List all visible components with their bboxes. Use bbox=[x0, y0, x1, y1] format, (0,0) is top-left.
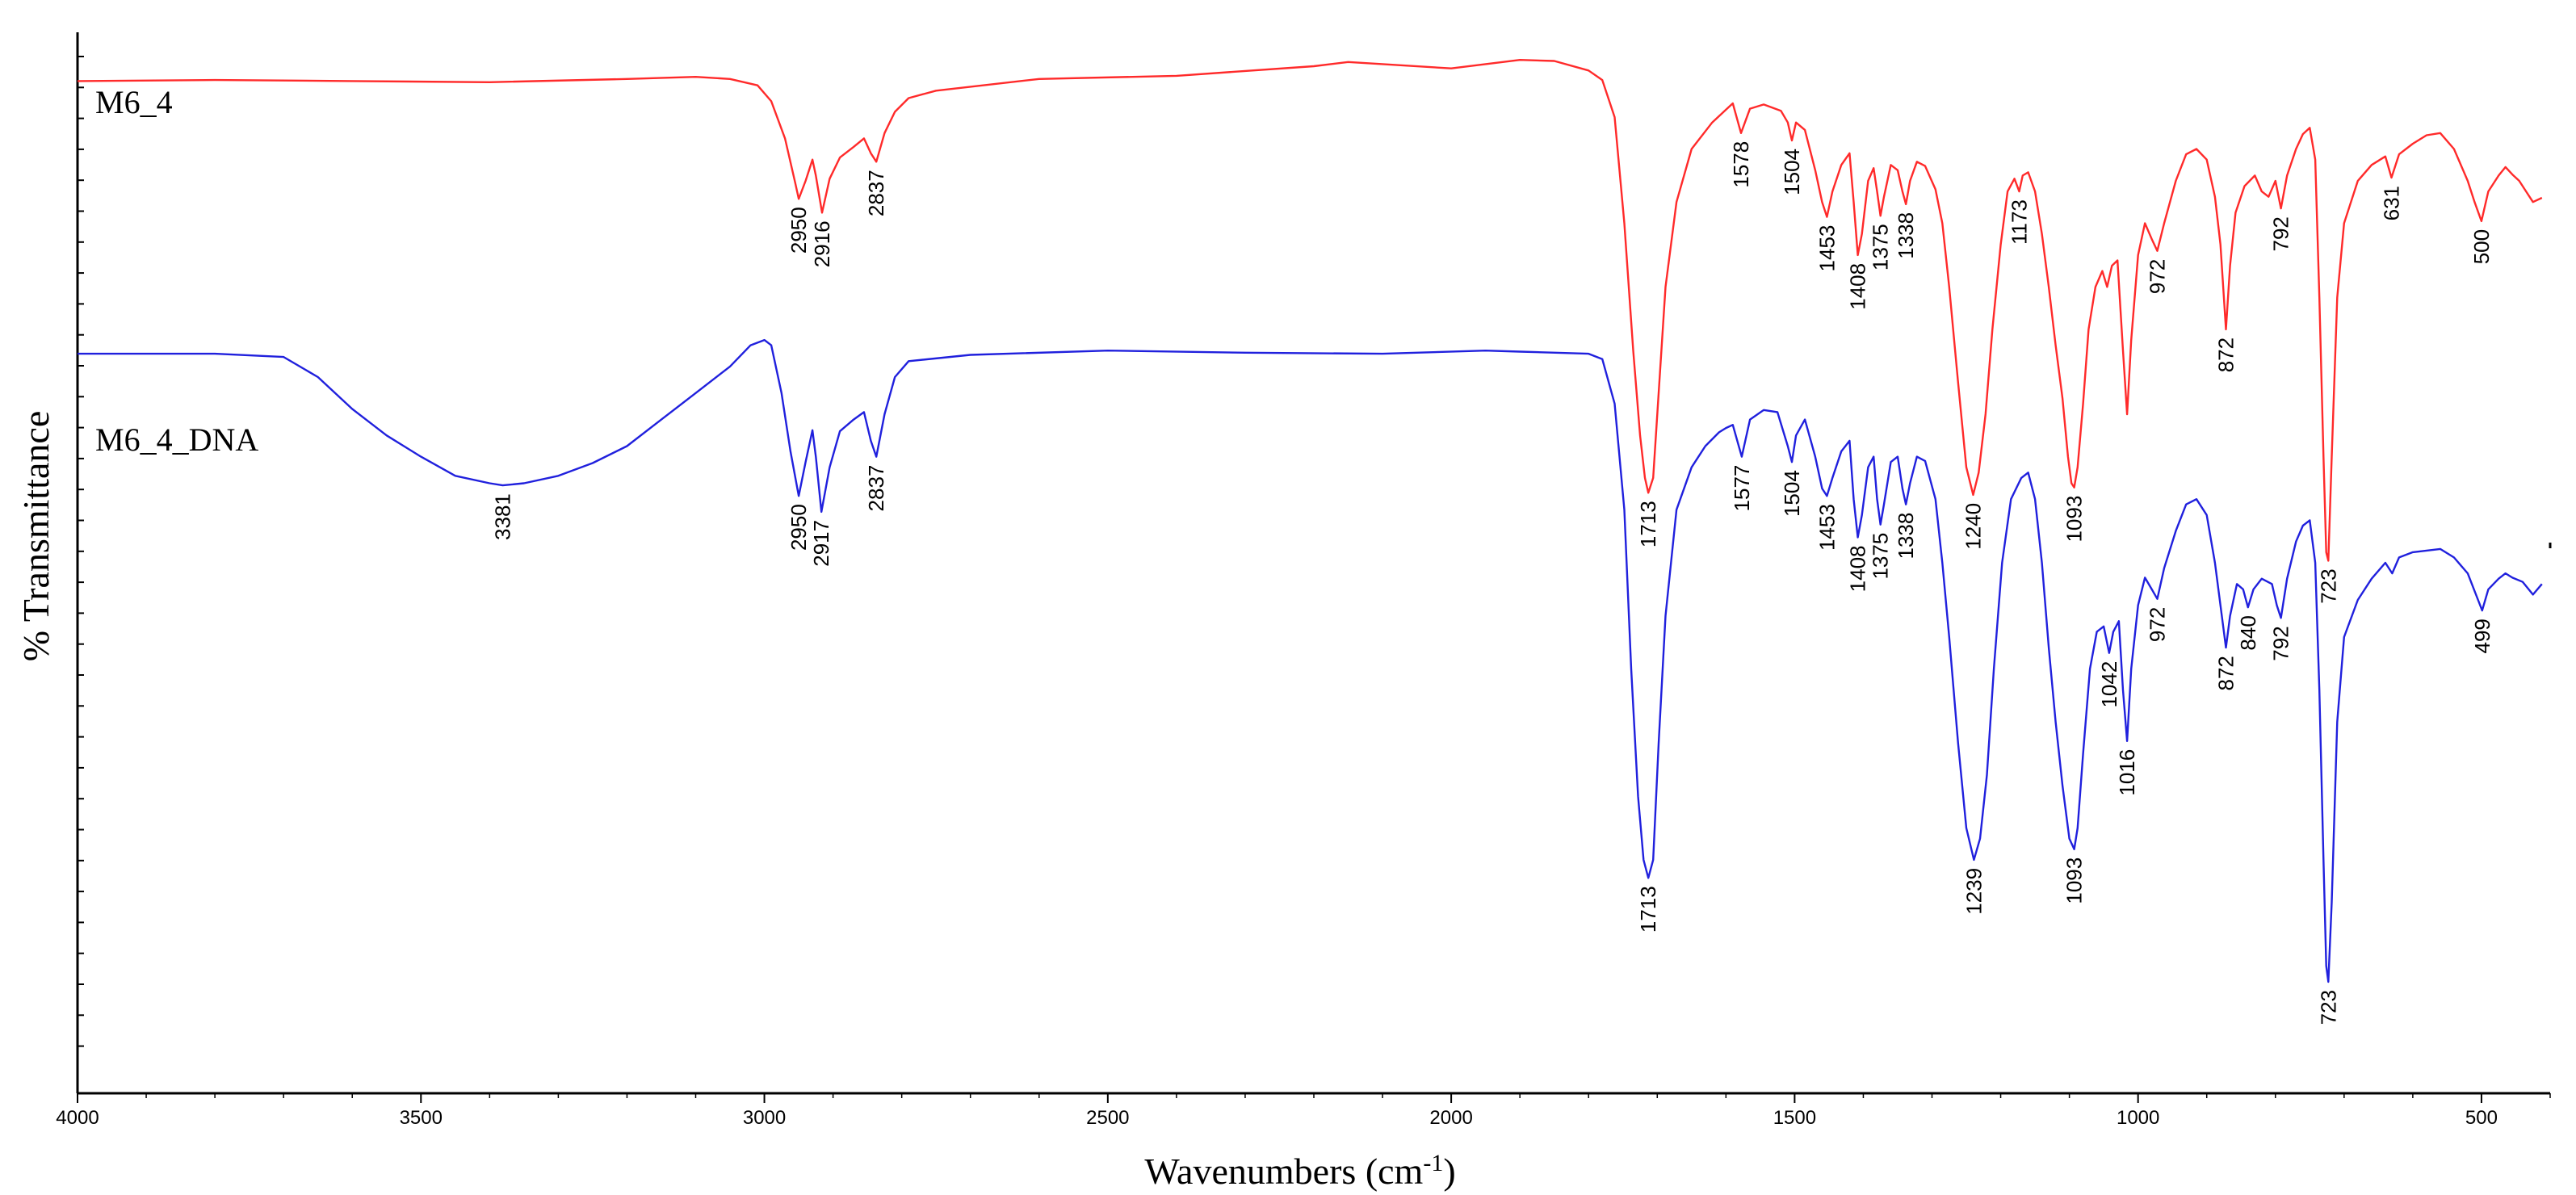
peak-label: 1713 bbox=[1636, 886, 1660, 933]
peak-label: 2837 bbox=[864, 170, 888, 216]
peak-label: 1375 bbox=[1869, 224, 1893, 270]
peak-label: 1453 bbox=[1815, 504, 1839, 551]
series-line-m6-4 bbox=[77, 59, 2543, 562]
x-tick-label: 2000 bbox=[1429, 1107, 1472, 1129]
series-lines bbox=[77, 59, 2543, 983]
peak-label: 1338 bbox=[1894, 212, 1918, 259]
peak-label: 1042 bbox=[2097, 661, 2121, 708]
peak-label: 1093 bbox=[2062, 496, 2087, 543]
peak-label: 2950 bbox=[787, 504, 811, 551]
x-axis-title-main: Wavenumbers (cm bbox=[1144, 1151, 1423, 1192]
peak-label: 2916 bbox=[810, 220, 834, 267]
x-tick-label: 1000 bbox=[2117, 1107, 2159, 1129]
peak-label: 631 bbox=[2380, 186, 2404, 220]
peak-label: 972 bbox=[2146, 259, 2170, 294]
peak-label: 1173 bbox=[2008, 199, 2032, 245]
peak-label: 2950 bbox=[787, 207, 811, 254]
x-tick-label: 4000 bbox=[56, 1107, 99, 1129]
x-axis-title-close: ) bbox=[1443, 1151, 1455, 1192]
peak-label: 1338 bbox=[1894, 513, 1918, 560]
peak-label: 1713 bbox=[1636, 501, 1660, 547]
peak-label: 3381 bbox=[491, 493, 515, 540]
x-tick-label: 500 bbox=[2465, 1107, 2498, 1129]
peak-label: 500 bbox=[2469, 229, 2494, 264]
peak-label: 872 bbox=[2214, 338, 2238, 372]
x-axis-ticks: 4000 3500 3000 2500 2000 1500 1000 500 bbox=[56, 1093, 2551, 1129]
peak-label: 723 bbox=[2316, 568, 2340, 603]
peak-label: 1093 bbox=[2062, 857, 2087, 904]
peak-label: 723 bbox=[2316, 990, 2340, 1025]
peak-label: 1453 bbox=[1815, 225, 1839, 272]
peak-label: 792 bbox=[2269, 626, 2293, 660]
peak-label: 1504 bbox=[1780, 149, 1804, 195]
peak-label: 1578 bbox=[1729, 141, 1753, 188]
x-tick-label: 3500 bbox=[400, 1107, 443, 1129]
peak-label: 1408 bbox=[1846, 263, 1870, 310]
peak-label: 1240 bbox=[1961, 503, 1986, 550]
x-tick-label: 1500 bbox=[1773, 1107, 1816, 1129]
peak-label: 1375 bbox=[1869, 533, 1893, 580]
series-line-m6-4-dna bbox=[78, 338, 2543, 983]
y-minor-ticks bbox=[78, 56, 84, 1047]
x-tick-label: 3000 bbox=[743, 1107, 786, 1129]
series-label-m6-4-dna: M6_4_DNA bbox=[95, 421, 258, 458]
peak-label: 1239 bbox=[1961, 868, 1986, 915]
x-axis-title: Wavenumbers (cm-1) bbox=[1144, 1150, 1455, 1192]
peak-label: 840 bbox=[2236, 615, 2260, 650]
peak-label: 872 bbox=[2214, 656, 2238, 690]
peak-label: 2917 bbox=[809, 520, 833, 567]
peak-label: 499 bbox=[2470, 618, 2494, 653]
peak-label: 1408 bbox=[1846, 546, 1870, 593]
series-label-m6-4: M6_4 bbox=[95, 84, 173, 120]
peak-label: 1016 bbox=[2115, 749, 2139, 796]
peak-label: 1504 bbox=[1780, 470, 1804, 517]
x-axis-title-sup: -1 bbox=[1423, 1150, 1443, 1176]
peak-label: 972 bbox=[2146, 607, 2170, 642]
peak-label: 792 bbox=[2269, 216, 2293, 251]
y-axis-title: % Transmittance bbox=[15, 411, 57, 661]
peak-label: 2837 bbox=[864, 465, 888, 512]
x-tick-label: 2500 bbox=[1086, 1107, 1129, 1129]
peak-label: 1577 bbox=[1730, 465, 1754, 512]
